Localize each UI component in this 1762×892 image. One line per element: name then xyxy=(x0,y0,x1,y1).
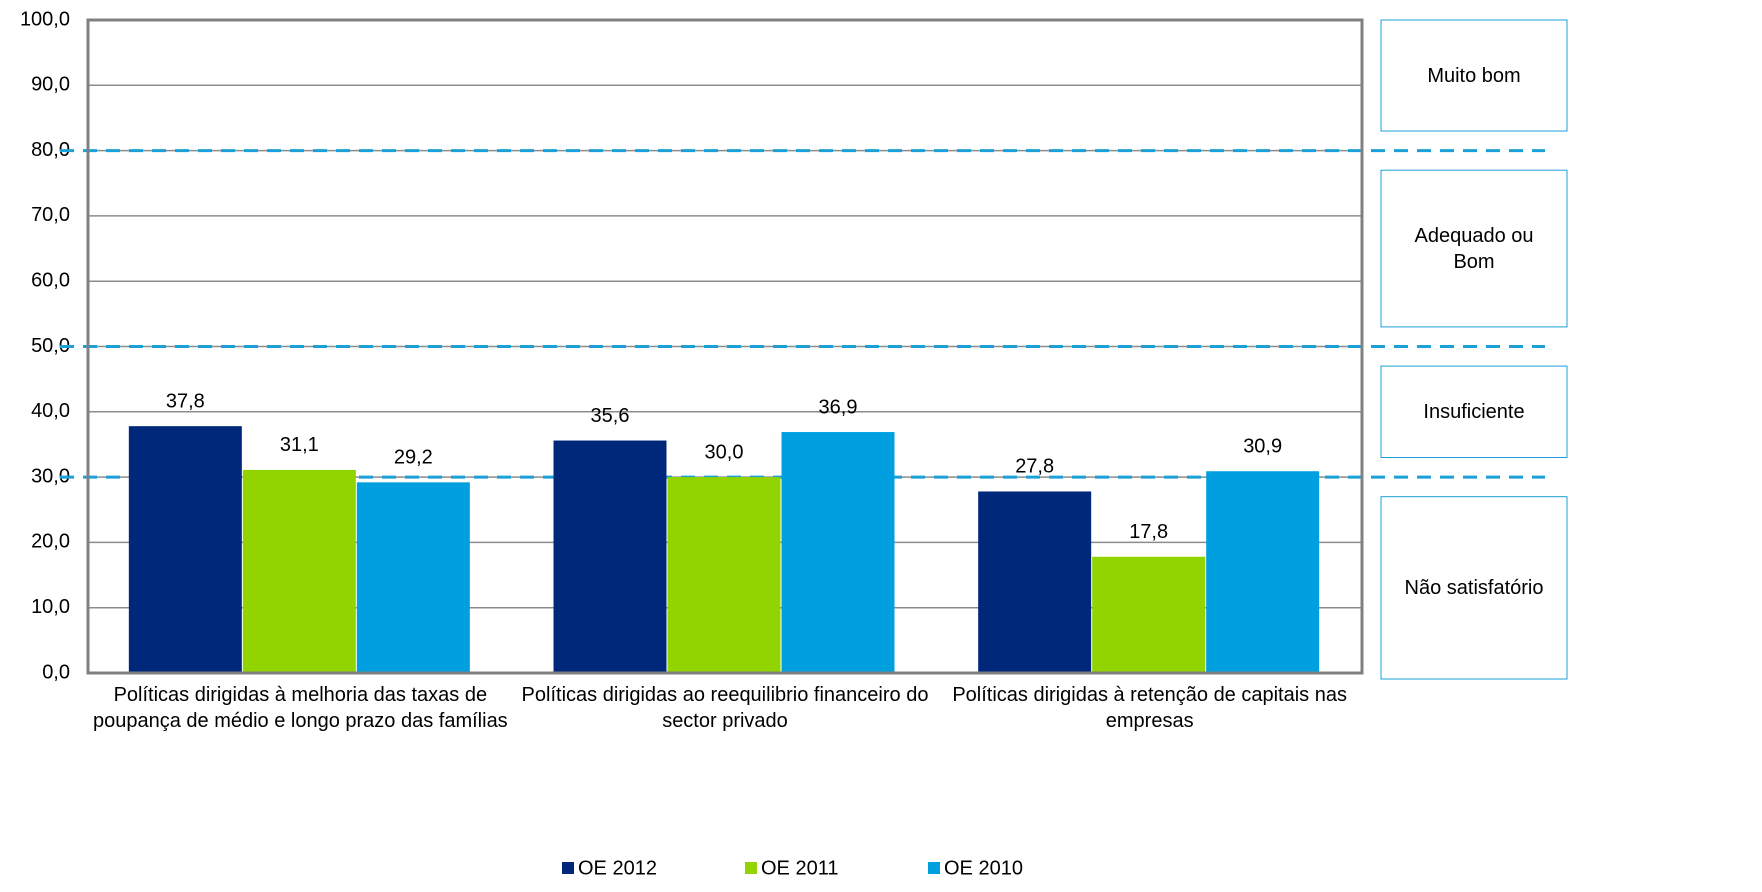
band-label: Muito bom xyxy=(1427,64,1521,87)
legend-swatch xyxy=(562,862,574,874)
bar xyxy=(978,491,1092,673)
legend-label: OE 2011 xyxy=(761,857,838,879)
band-label: Adequado ou Bom xyxy=(1414,224,1534,273)
legend-label: OE 2012 xyxy=(578,857,657,879)
data-label: 36,9 xyxy=(819,396,858,418)
x-tick-label: Políticas dirigidas ao reequilibrio fina… xyxy=(521,684,929,732)
y-tick-label: 40,0 xyxy=(31,400,70,422)
data-label: 30,9 xyxy=(1243,436,1282,458)
y-tick-label: 100,0 xyxy=(20,8,70,30)
bar xyxy=(781,432,895,673)
y-tick-label: 10,0 xyxy=(31,596,70,618)
bar xyxy=(242,469,356,673)
x-tick-label: Políticas dirigidas à retenção de capita… xyxy=(952,684,1347,732)
band-box xyxy=(1380,365,1568,459)
bar xyxy=(1092,556,1206,673)
data-label: 30,0 xyxy=(705,441,744,463)
legend-swatch xyxy=(745,862,757,874)
band-box xyxy=(1380,169,1568,328)
band-box xyxy=(1380,496,1568,680)
legend-label: OE 2010 xyxy=(944,857,1023,879)
y-tick-label: 70,0 xyxy=(31,204,70,226)
data-label: 35,6 xyxy=(591,405,630,427)
band-label: Insuficiente xyxy=(1423,400,1525,423)
bar xyxy=(667,477,781,673)
data-label: 31,1 xyxy=(280,434,319,456)
band-label: Não satisfatório xyxy=(1404,576,1544,599)
y-tick-label: 90,0 xyxy=(31,74,70,96)
y-tick-label: 60,0 xyxy=(31,269,70,291)
legend-swatch xyxy=(928,862,940,874)
y-tick-label: 0,0 xyxy=(42,661,70,683)
data-label: 17,8 xyxy=(1129,521,1168,543)
y-tick-label: 50,0 xyxy=(31,335,70,357)
y-tick-label: 30,0 xyxy=(31,465,70,487)
plot-border xyxy=(86,18,1364,675)
bar xyxy=(128,426,242,673)
y-tick-label: 80,0 xyxy=(31,139,70,161)
bar xyxy=(553,440,667,673)
y-tick-label: 20,0 xyxy=(31,531,70,553)
data-label: 37,8 xyxy=(166,390,205,412)
bar xyxy=(356,482,470,673)
data-label: 29,2 xyxy=(394,447,433,469)
x-tick-label: Políticas dirigidas à melhoria das taxas… xyxy=(92,684,508,732)
band-box xyxy=(1380,19,1568,132)
data-label: 27,8 xyxy=(1015,456,1054,478)
bar xyxy=(1206,471,1320,673)
